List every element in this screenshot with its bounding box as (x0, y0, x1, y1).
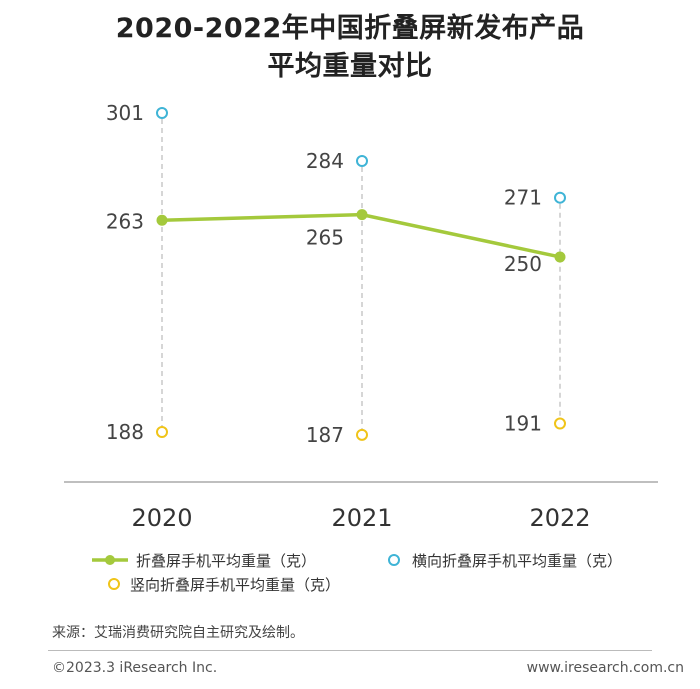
chart-title-line1: 2020-2022年中国折叠屏新发布产品 (115, 13, 585, 44)
series-vertical-point-2022 (554, 417, 566, 430)
x-tick-label-2021: 2021 (331, 504, 392, 532)
series-vertical-point-2020 (156, 426, 168, 438)
series-main-point-2020 (156, 214, 168, 226)
legend-horizontal-circle-icon (388, 554, 400, 566)
series-main-line (161, 212, 561, 259)
website-link[interactable]: www.iresearch.com.cn (526, 660, 684, 676)
label-horizontal-2020: 301 (106, 101, 144, 125)
chart-title-line2: 平均重量对比 (267, 51, 433, 82)
copyright: ©2023.3 iResearch Inc. (52, 660, 218, 676)
legend-main-line-icon (92, 555, 128, 565)
label-main-2020: 263 (106, 209, 144, 233)
source-note: 来源：艾瑞消费研究院自主研究及绘制。 (52, 625, 304, 641)
label-main-2021: 265 (306, 226, 344, 250)
series-main-point-2021 (356, 209, 368, 221)
series-horizontal-point-2021 (356, 154, 368, 167)
series-vertical-point-2021 (356, 428, 368, 441)
series-main-point-2022 (554, 251, 566, 263)
series-horizontal-point-2020 (156, 107, 168, 119)
label-horizontal-2022: 271 (504, 186, 542, 210)
label-vertical-2021: 187 (306, 423, 344, 447)
label-vertical-2022: 191 (504, 412, 542, 436)
legend-vertical-label: 竖向折叠屏手机平均重量（克） (130, 576, 341, 594)
label-vertical-2020: 188 (106, 420, 144, 444)
footer-divider (48, 650, 652, 651)
label-main-2022: 250 (504, 252, 542, 276)
legend-horizontal-label: 横向折叠屏手机平均重量（克） (412, 552, 623, 570)
x-tick-label-2020: 2020 (131, 504, 192, 532)
x-tick-label-2022: 2022 (529, 504, 590, 532)
series-horizontal-point-2022 (554, 191, 566, 204)
legend-main-label: 折叠屏手机平均重量（克） (136, 552, 317, 570)
label-horizontal-2021: 284 (306, 149, 344, 173)
legend-vertical-circle-icon (108, 578, 120, 590)
